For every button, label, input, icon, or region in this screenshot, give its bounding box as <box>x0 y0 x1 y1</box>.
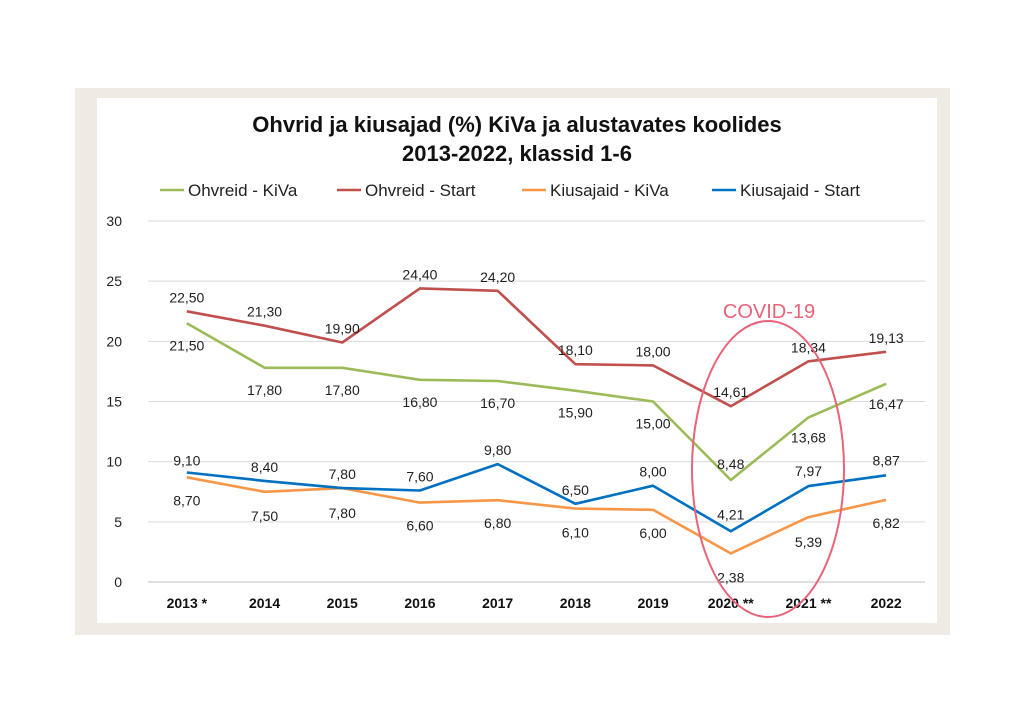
chart-title-line2: 2013-2022, klassid 1-6 <box>402 141 632 166</box>
x-tick-label: 2015 <box>327 595 358 611</box>
data-label: 6,82 <box>873 515 900 531</box>
y-tick-label: 20 <box>106 333 122 349</box>
y-tick-label: 10 <box>106 454 122 470</box>
data-label: 9,80 <box>484 442 511 458</box>
data-label: 7,50 <box>251 508 278 524</box>
data-label: 16,47 <box>869 396 904 412</box>
data-label: 6,10 <box>562 525 589 541</box>
data-label: 21,30 <box>247 304 282 320</box>
chart-title-line1: Ohvrid ja kiusajad (%) KiVa ja alustavat… <box>252 112 782 137</box>
data-label: 14,61 <box>713 384 748 400</box>
data-label: 9,10 <box>173 452 200 468</box>
data-label: 7,80 <box>329 466 356 482</box>
data-label: 6,80 <box>484 515 511 531</box>
data-label: 8,48 <box>717 456 744 472</box>
x-tick-label: 2014 <box>249 595 280 611</box>
data-label: 8,87 <box>873 452 900 468</box>
data-label: 15,90 <box>558 405 593 421</box>
x-tick-label: 2019 <box>637 595 668 611</box>
data-label: 8,40 <box>251 459 278 475</box>
data-label: 18,00 <box>636 343 671 359</box>
series-line <box>186 462 887 533</box>
data-label: 2,38 <box>717 569 744 585</box>
data-label: 17,80 <box>325 382 360 398</box>
data-label: 24,40 <box>402 266 437 282</box>
data-label: 5,39 <box>795 534 822 550</box>
covid-label: COVID-19 <box>723 301 815 323</box>
data-label: 8,70 <box>173 492 200 508</box>
x-tick-label: 2020 ** <box>708 595 754 611</box>
x-tick-label: 2022 <box>871 595 902 611</box>
data-label: 16,80 <box>402 394 437 410</box>
y-tick-label: 5 <box>114 514 122 530</box>
data-label: 18,10 <box>558 342 593 358</box>
x-tick-label: 2016 <box>404 595 435 611</box>
y-tick-label: 0 <box>114 574 122 590</box>
y-tick-label: 15 <box>106 394 122 410</box>
data-label: 16,70 <box>480 395 515 411</box>
x-tick-label: 2013 * <box>167 595 208 611</box>
series-line <box>186 476 887 555</box>
legend-item: Kiusajaid - KiVa <box>550 181 669 200</box>
data-label: 15,00 <box>636 416 671 432</box>
data-label: 7,80 <box>329 505 356 521</box>
chart-title: Ohvrid ja kiusajad (%) KiVa ja alustavat… <box>97 110 937 168</box>
y-tick-label: 30 <box>106 213 122 229</box>
data-label: 18,34 <box>791 339 826 355</box>
data-label: 6,00 <box>639 525 666 541</box>
covid-ellipse <box>691 320 845 618</box>
x-tick-label: 2017 <box>482 595 513 611</box>
data-label: 7,60 <box>406 469 433 485</box>
data-label: 24,20 <box>480 269 515 285</box>
data-label: 13,68 <box>791 429 826 445</box>
data-label: 7,97 <box>795 463 822 479</box>
series-line <box>186 287 887 408</box>
data-label: 6,50 <box>562 482 589 498</box>
legend-item: Ohvreid - Start <box>365 181 476 200</box>
data-label: 21,50 <box>169 337 204 353</box>
data-label: 22,50 <box>169 289 204 305</box>
y-tick-label: 25 <box>106 273 122 289</box>
data-label: 17,80 <box>247 382 282 398</box>
data-label: 19,13 <box>869 330 904 346</box>
data-label: 4,21 <box>717 506 744 522</box>
data-label: 8,00 <box>639 464 666 480</box>
legend-item: Kiusajaid - Start <box>740 181 860 200</box>
series-line <box>186 322 887 482</box>
legend-item: Ohvreid - KiVa <box>188 181 298 200</box>
x-tick-label: 2021 ** <box>785 595 831 611</box>
data-label: 19,90 <box>325 321 360 337</box>
chart-panel <box>97 98 937 623</box>
data-label: 6,60 <box>406 518 433 534</box>
x-tick-label: 2018 <box>560 595 591 611</box>
